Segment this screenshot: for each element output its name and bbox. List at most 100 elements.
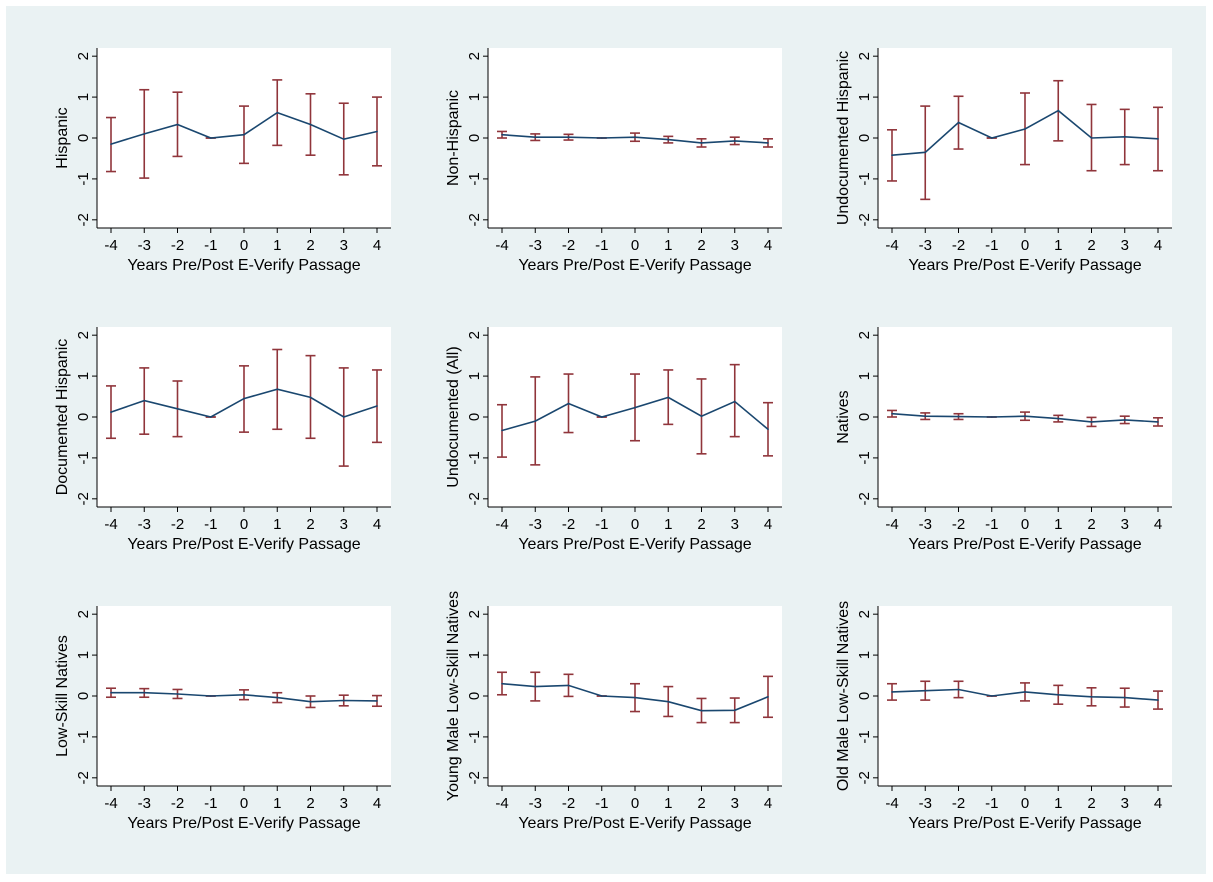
x-tick-label: 4 [764, 516, 772, 533]
y-axis-title: Low-Skill Natives [54, 635, 71, 757]
data-point [600, 695, 603, 697]
x-tick-label: -4 [104, 516, 117, 533]
data-point [957, 121, 960, 124]
data-point [634, 696, 636, 699]
data-point [309, 700, 312, 703]
x-tick-label: 2 [1087, 237, 1095, 254]
data-point [110, 411, 112, 413]
data-point [1090, 696, 1093, 698]
error-bar [729, 363, 740, 438]
y-tick-label: -1 [466, 730, 483, 743]
data-point [1057, 417, 1060, 420]
y-axis-title: Undocumented (All) [445, 346, 462, 487]
data-point [276, 696, 279, 699]
x-tick-label: -3 [919, 795, 932, 812]
x-tick-label: 1 [273, 237, 281, 254]
x-tick-label: -2 [562, 795, 575, 812]
y-tick-label: 0 [466, 692, 483, 700]
data-point [891, 412, 893, 415]
data-point [110, 143, 112, 145]
data-point [990, 416, 993, 418]
x-tick-label: 0 [240, 237, 248, 254]
data-point [1157, 138, 1159, 140]
data-point [209, 695, 212, 697]
data-point [733, 400, 736, 403]
x-axis-title: Years Pre/Post E-Verify Passage [518, 815, 751, 832]
data-point [501, 682, 503, 685]
x-tick-label: 4 [373, 237, 381, 254]
chart-panel-5: 2 1 0 -1 -2 -4 -3 -2 -1 0 1 2 3 4 Years Pre/Post E-Ver… [445, 327, 782, 553]
data-point [276, 388, 279, 390]
data-point [957, 415, 960, 418]
data-point [176, 408, 179, 410]
x-tick-label: -3 [529, 795, 542, 812]
x-tick-label: 1 [664, 516, 672, 533]
y-tick-label: -1 [856, 451, 873, 464]
data-point [1123, 135, 1126, 138]
x-tick-label: -2 [171, 516, 184, 533]
x-tick-label: 4 [1154, 795, 1162, 812]
y-axis-title: Undocumented Hispanic [835, 51, 852, 225]
x-tick-label: -2 [952, 237, 965, 254]
data-point [1090, 421, 1093, 423]
y-tick-label: 2 [856, 610, 873, 618]
data-point [309, 396, 312, 399]
x-tick-label: 4 [373, 795, 381, 812]
x-tick-label: 2 [697, 237, 705, 254]
data-point [501, 133, 503, 136]
data-point [1024, 128, 1026, 130]
x-tick-label: -1 [595, 516, 608, 533]
x-tick-label: 4 [1154, 516, 1162, 533]
data-point [176, 123, 179, 126]
data-point [342, 699, 345, 702]
y-tick-label: 1 [466, 372, 483, 380]
x-tick-label: -3 [138, 795, 151, 812]
x-tick-label: -2 [171, 237, 184, 254]
y-tick-label: 2 [75, 52, 92, 60]
data-point [733, 709, 736, 712]
data-point [110, 691, 112, 694]
data-point [667, 396, 670, 399]
y-tick-label: -1 [75, 172, 92, 185]
data-point [891, 691, 893, 693]
data-point [376, 405, 378, 407]
chart-panel-2: 2 1 0 -1 -2 -4 -3 -2 -1 0 1 2 3 4 Years Pre/Post E-Ver… [445, 48, 782, 274]
x-tick-label: 2 [697, 516, 705, 533]
y-tick-label: -1 [466, 451, 483, 464]
data-point [143, 399, 146, 402]
x-tick-label: 3 [731, 237, 739, 254]
chart-panel-7: 2 1 0 -1 -2 -4 -3 -2 -1 0 1 2 3 4 Years Pre/Post E-Ver… [54, 606, 391, 832]
y-axis-title: Hispanic [54, 107, 71, 168]
y-tick-label: -2 [75, 213, 92, 226]
data-point [957, 688, 960, 691]
y-tick-label: -2 [856, 213, 873, 226]
data-point [534, 420, 537, 422]
y-tick-label: 1 [75, 93, 92, 101]
data-point [376, 700, 378, 702]
y-axis-title: Documented Hispanic [54, 339, 71, 496]
x-tick-label: 0 [1021, 237, 1029, 254]
x-tick-label: 1 [664, 237, 672, 254]
x-tick-label: -4 [495, 516, 508, 533]
data-point [1024, 415, 1026, 417]
y-tick-label: 2 [856, 52, 873, 60]
x-tick-label: 0 [240, 795, 248, 812]
x-tick-label: -3 [529, 237, 542, 254]
data-point [600, 137, 603, 139]
data-point [700, 142, 703, 144]
y-tick-label: -2 [75, 771, 92, 784]
x-tick-label: 2 [1087, 516, 1095, 533]
data-point [276, 111, 279, 114]
y-tick-label: -1 [75, 730, 92, 743]
y-tick-label: 0 [856, 134, 873, 142]
x-tick-label: 0 [240, 516, 248, 533]
chart-panel-3: 2 1 0 -1 -2 -4 -3 -2 -1 0 1 2 3 4 Years Pre/Post E-Ver… [835, 48, 1172, 274]
y-tick-label: 2 [75, 610, 92, 618]
x-tick-label: 3 [340, 516, 348, 533]
x-tick-label: -1 [985, 795, 998, 812]
y-tick-label: -2 [75, 492, 92, 505]
x-tick-label: 2 [697, 795, 705, 812]
data-point [1157, 699, 1159, 701]
y-tick-label: 2 [466, 610, 483, 618]
